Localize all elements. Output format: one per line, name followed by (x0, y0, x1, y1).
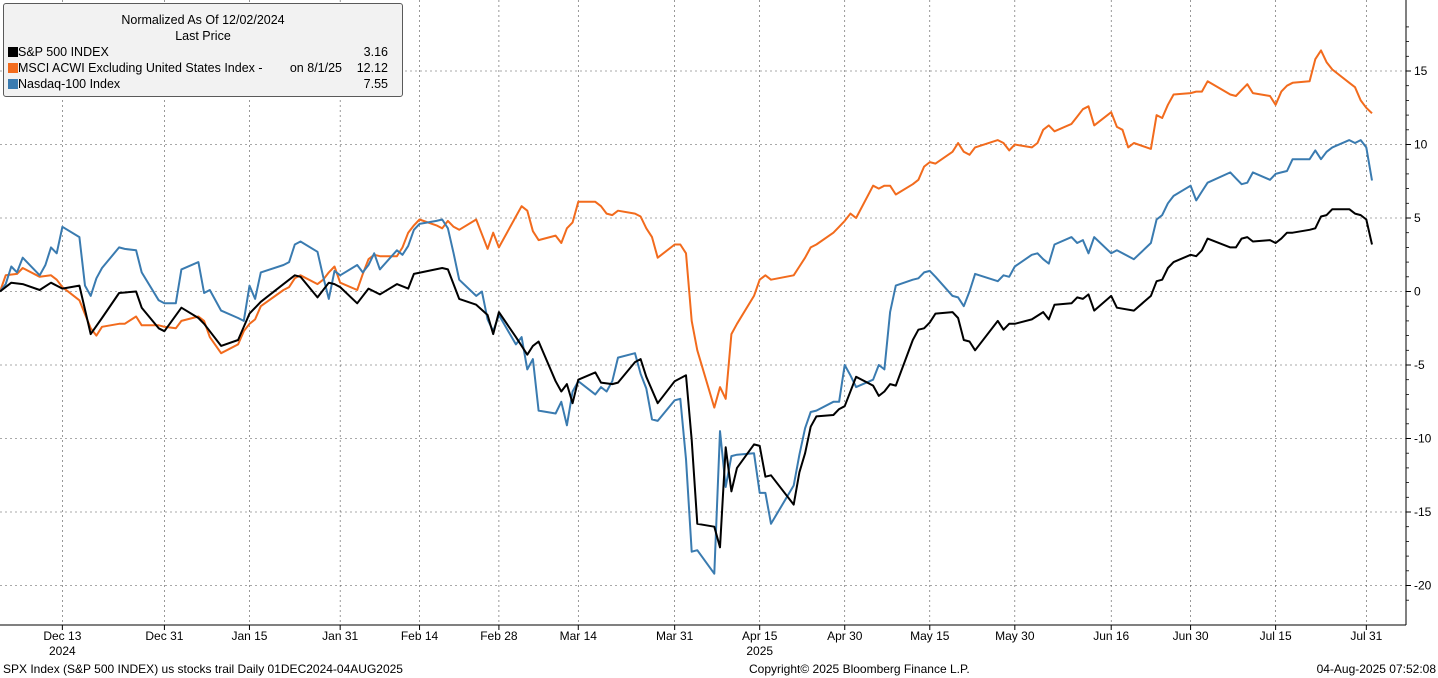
x-tick-label: Apr 30 (827, 629, 863, 643)
y-tick-label: 15 (1414, 64, 1428, 78)
legend-label-ndx: Nasdaq-100 Index (18, 77, 121, 91)
series-line-spx (0, 208, 1373, 549)
y-tick-label: -5 (1414, 358, 1425, 372)
x-tick-label: Feb 14 (401, 629, 439, 643)
x-tick-label: Feb 28 (480, 629, 518, 643)
legend-header: Normalized As Of 12/02/2024 Last Price (4, 4, 402, 44)
legend-value-spx: 3.16 (363, 45, 388, 59)
legend-swatch-msci (8, 63, 18, 73)
x-tick-label: Mar 14 (560, 629, 598, 643)
legend: Normalized As Of 12/02/2024 Last Price S… (3, 3, 403, 97)
y-tick-label: -15 (1414, 505, 1432, 519)
x-tick-label: Apr 15 (742, 629, 778, 643)
y-axis: 15 10 5 0 -5 -10 -15 -20 (1405, 0, 1432, 625)
legend-entry-spx: S&P 500 INDEX 3.16 (4, 44, 402, 60)
x-tick-label: Mar 31 (656, 629, 694, 643)
legend-header-normalized: Normalized As Of 12/02/2024 (121, 13, 285, 27)
legend-label-spx: S&P 500 INDEX (18, 45, 109, 59)
x-tick-label: Jul 15 (1260, 629, 1292, 643)
legend-header-last-price: Last Price (175, 29, 231, 43)
x-tick-label: Dec 13 (43, 629, 81, 643)
x-tick-label: Jan 31 (322, 629, 358, 643)
footer-timestamp: 04-Aug-2025 07:52:08 (1316, 662, 1436, 676)
y-tick-label: 5 (1414, 211, 1421, 225)
footer-left: SPX Index (S&P 500 INDEX) us stocks trai… (3, 662, 403, 676)
legend-note-msci: on 8/1/25 (289, 61, 342, 75)
series-line-msci-acwi-ex-us (0, 49, 1373, 409)
x-tick-label: May 30 (995, 629, 1035, 643)
x-tick-label: Jun 30 (1173, 629, 1209, 643)
legend-value-ndx: 7.55 (363, 77, 388, 91)
legend-swatch-spx (8, 47, 18, 57)
x-tick-label: Jul 31 (1350, 629, 1382, 643)
legend-entry-ndx: Nasdaq-100 Index 7.55 (4, 76, 402, 92)
y-tick-label: 10 (1414, 138, 1428, 152)
legend-entry-msci: MSCI ACWI Excluding United States Index … (4, 60, 402, 76)
x-tick-label: Jan 15 (231, 629, 267, 643)
y-tick-label: -10 (1414, 432, 1432, 446)
y-tick-label: -20 (1414, 579, 1432, 593)
series-lines (0, 49, 1373, 575)
x-tick-year-label: 2025 (746, 644, 773, 658)
plot-area (0, 0, 1406, 625)
x-tick-label: May 15 (910, 629, 950, 643)
x-tick-year-label: 2024 (49, 644, 76, 658)
y-tick-label: 0 (1414, 285, 1421, 299)
legend-label-msci: MSCI ACWI Excluding United States Index … (18, 61, 263, 75)
x-tick-label: Dec 31 (145, 629, 183, 643)
footer-copyright: Copyright© 2025 Bloomberg Finance L.P. (749, 662, 970, 676)
x-tick-label: Jun 16 (1093, 629, 1129, 643)
series-line-nasdaq-100 (0, 139, 1373, 575)
legend-value-msci: 12.12 (356, 61, 388, 75)
legend-swatch-ndx (8, 79, 18, 89)
grid (0, 0, 1406, 625)
